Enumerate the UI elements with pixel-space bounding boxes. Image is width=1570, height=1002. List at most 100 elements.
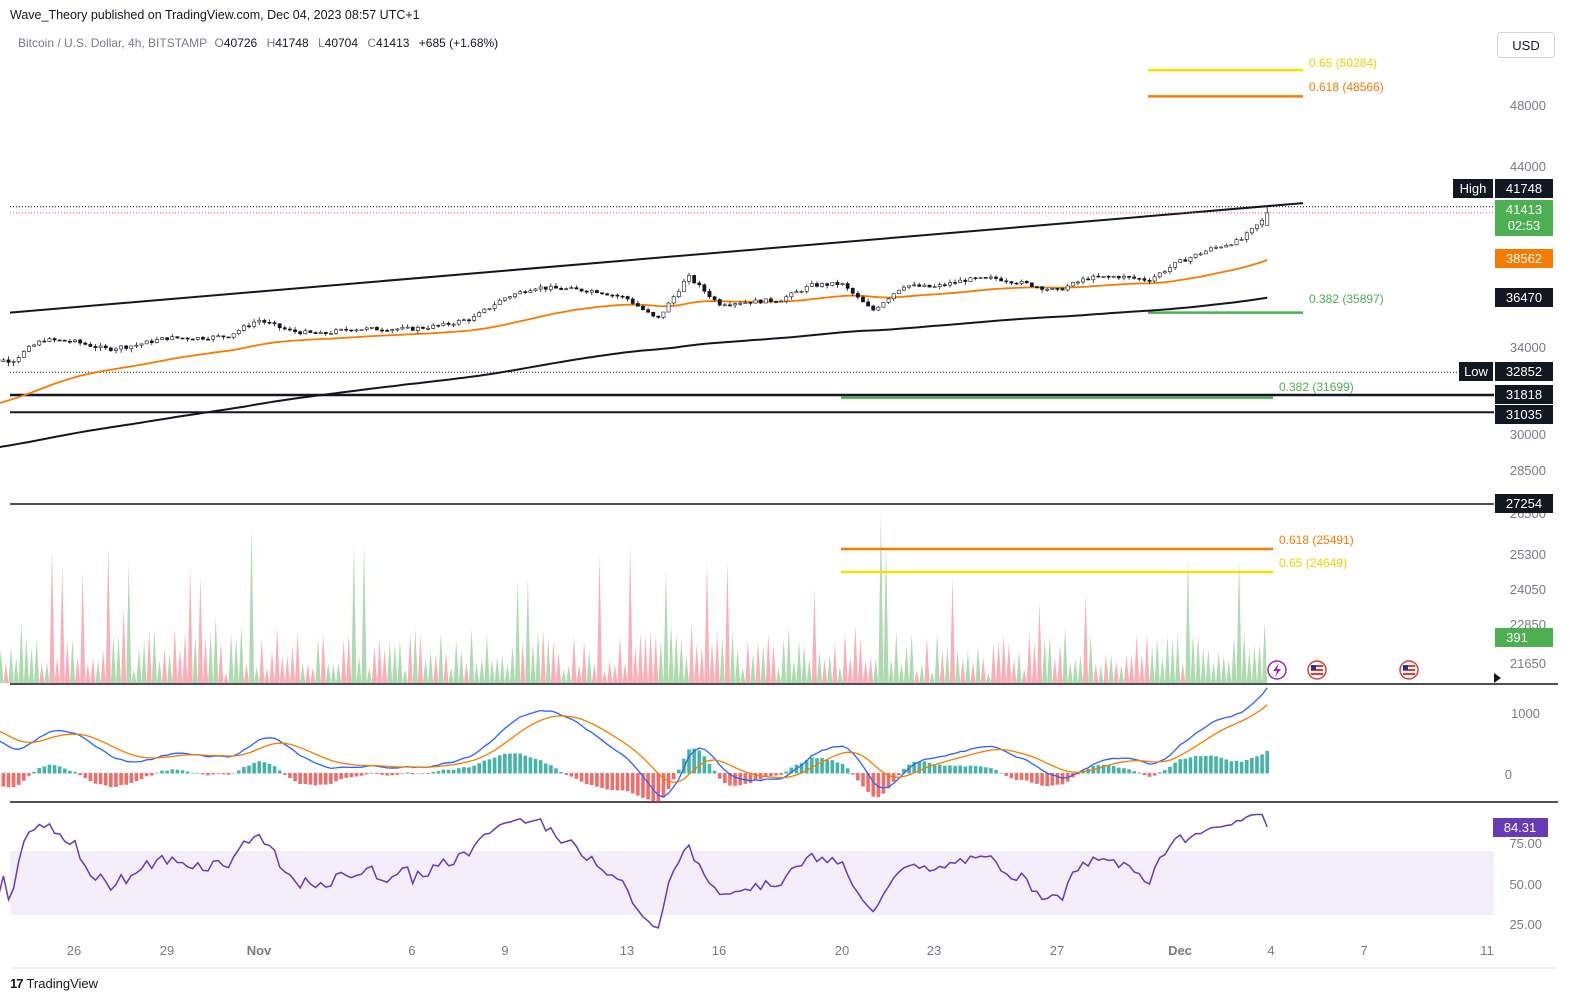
macd-histogram-bar [943,765,947,774]
volume-area [438,632,444,683]
macd-histogram-bar [354,773,359,777]
candle [78,338,83,346]
volume-area [264,668,270,683]
macd-histogram-bar [932,764,937,774]
lightning-icon[interactable] [1267,660,1287,680]
macd-histogram-bar [323,773,328,785]
macd-histogram-bar [533,758,538,774]
candle [1244,231,1249,243]
macd-histogram-bar [1111,765,1116,774]
volume-area [177,648,183,683]
macd-histogram-bar [564,773,569,775]
macd-histogram-bar [605,773,609,790]
macd-histogram-bar [886,773,891,789]
macd-histogram-bar [252,762,256,774]
level-31035-tag: 31035 [1495,405,1553,424]
candle [1065,283,1070,292]
macd-histogram-bar [569,773,574,777]
candle [206,336,210,341]
candle [88,342,93,347]
macd-histogram-bar [728,773,732,786]
macd-histogram-bar [994,770,998,774]
high-tag-text: High [1460,181,1487,196]
currency-button[interactable]: USD [1497,32,1555,58]
macd-histogram-bar [83,773,88,779]
candle [1193,253,1198,259]
time-axis[interactable]: 26 29 Nov 6 9 13 16 20 23 27 Dec 4 7 11 [67,943,1494,958]
candle [748,302,753,306]
volume-area [469,628,475,683]
volume-area [591,662,597,683]
fib-label: 0.65 (24649) [1279,556,1347,570]
volume-area [1011,659,1017,683]
volume-area [1175,633,1181,683]
us-flag-icon[interactable] [1307,660,1327,680]
volume-area [566,664,572,683]
volume-area [1216,650,1222,683]
tradingview-brand[interactable]: 17 TradingView [10,976,98,991]
macd-histogram-bar [912,761,916,774]
candle [958,276,963,283]
macd-histogram-bar [840,764,845,774]
candle [815,281,819,288]
x-tick: 27 [1050,943,1064,958]
volume-area [202,636,209,683]
volume-area [847,657,853,683]
candle [165,337,170,342]
candle [533,287,538,293]
candle [293,326,297,335]
scroll-right-icon[interactable] [1494,673,1501,683]
macd-histogram-bar [1178,759,1183,774]
macd-histogram-bar [1229,761,1234,774]
candle [922,283,927,288]
macd-histogram-bar [472,765,476,774]
volume-area [382,648,388,683]
macd-histogram-bar [630,773,635,794]
x-tick: 4 [1267,943,1274,958]
macd-histogram-bar [216,773,221,774]
candle [896,289,901,295]
volume-area [729,632,736,683]
macd-histogram-bar [42,766,47,774]
x-tick: 26 [67,943,81,958]
candle [262,318,267,325]
candle [1045,287,1050,292]
volume-area [939,650,945,683]
macd-histogram-bar [953,765,957,774]
macd-histogram-bar [283,773,287,775]
volume-area [341,640,347,683]
candle [298,330,303,336]
macd-histogram-bar [231,772,236,774]
macd-histogram-bar [861,773,865,787]
macd-histogram-bar [1147,773,1152,777]
candle [472,313,477,322]
macd-histogram-bar [999,772,1003,774]
low-level-tag: Low 32852 [1459,362,1553,381]
macd-histogram-bar [917,761,922,774]
volume-area [69,638,76,683]
volume-area [934,632,940,683]
candle [32,343,36,347]
volume-area [44,661,50,683]
macd-histogram-bar [538,760,543,774]
low-label: L [317,36,325,50]
macd-histogram-bar [835,762,840,774]
volume-area [463,662,470,683]
volume-area [213,615,219,683]
candle [625,295,630,302]
macd-histogram-bar [881,773,886,794]
ema-black-tag: 36470 [1495,288,1553,307]
candle [288,326,292,332]
volume-label: 391 [1506,630,1528,645]
candle [1111,275,1116,278]
macd-histogram-bar [1244,760,1249,774]
volume-area [602,670,608,683]
us-flag-icon[interactable] [1399,660,1419,680]
volume-area [1042,637,1048,683]
volume-area [1006,642,1012,683]
macd-histogram-bar [73,771,77,774]
volume-area [1149,646,1155,683]
macd-histogram-bar [190,772,195,774]
macd-histogram-bar [1168,766,1172,774]
